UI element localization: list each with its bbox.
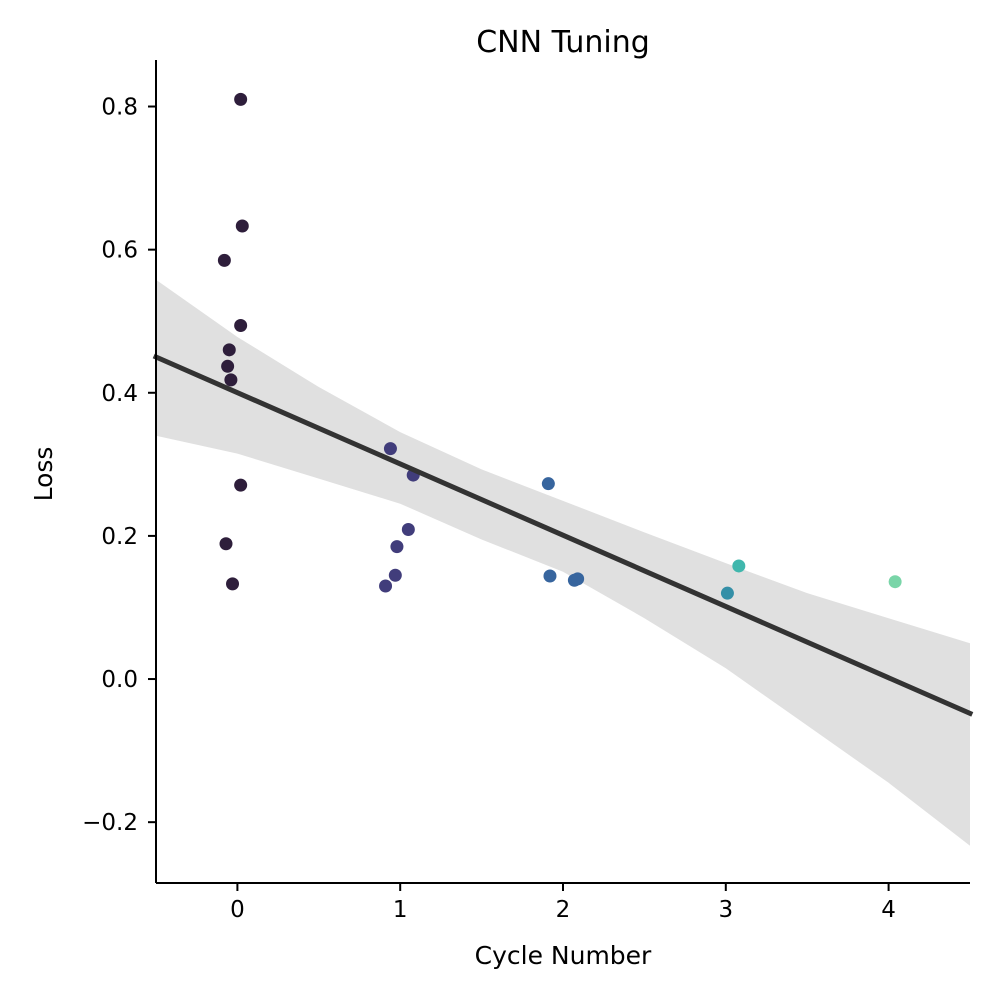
- y-ticks: −0.2 0.0 0.2 0.4 0.6 0.8: [82, 95, 156, 836]
- x-axis-label: Cycle Number: [475, 941, 652, 970]
- data-point-2: [235, 219, 249, 233]
- y-tick-label-2: 0.2: [101, 524, 138, 550]
- y-tick-label-4: 0.6: [101, 238, 138, 264]
- data-point-5: [222, 343, 236, 357]
- y-tick-label-5: 0.8: [101, 95, 138, 121]
- axes: [155, 60, 970, 884]
- x-tick-label-0: 0: [230, 897, 245, 923]
- data-points: [217, 92, 902, 600]
- y-tick-label-3: 0.4: [101, 381, 138, 407]
- x-tick-label-3: 3: [718, 897, 733, 923]
- y-axis-label: Loss: [29, 447, 58, 502]
- x-tick-label-4: 4: [881, 897, 896, 923]
- regression-layer: [152, 353, 974, 717]
- confidence-band-layer: [156, 279, 970, 846]
- x-tick-label-1: 1: [393, 897, 408, 923]
- data-point-23: [888, 575, 902, 589]
- data-point-16: [379, 579, 393, 593]
- data-point-13: [401, 522, 415, 536]
- data-point-8: [234, 478, 248, 492]
- data-point-11: [383, 442, 397, 456]
- data-point-18: [543, 569, 557, 583]
- chart-title: CNN Tuning: [476, 25, 650, 60]
- data-point-4: [234, 319, 248, 333]
- regression-line: [152, 353, 974, 717]
- data-point-9: [219, 537, 233, 551]
- data-point-20: [571, 572, 585, 586]
- y-tick-label-1: 0.0: [101, 667, 138, 693]
- data-point-15: [388, 568, 402, 582]
- x-ticks: 0 1 2 3 4: [230, 883, 896, 923]
- data-point-21: [720, 586, 734, 600]
- data-point-6: [221, 359, 235, 373]
- data-point-1: [234, 92, 248, 106]
- data-point-3: [217, 253, 231, 267]
- x-tick-label-2: 2: [556, 897, 571, 923]
- data-point-10: [226, 577, 240, 591]
- data-point-14: [390, 540, 404, 554]
- data-point-17: [541, 477, 555, 491]
- data-point-7: [224, 373, 238, 387]
- y-tick-label-0: −0.2: [82, 810, 138, 836]
- data-point-22: [732, 559, 746, 573]
- confidence-band: [156, 279, 970, 846]
